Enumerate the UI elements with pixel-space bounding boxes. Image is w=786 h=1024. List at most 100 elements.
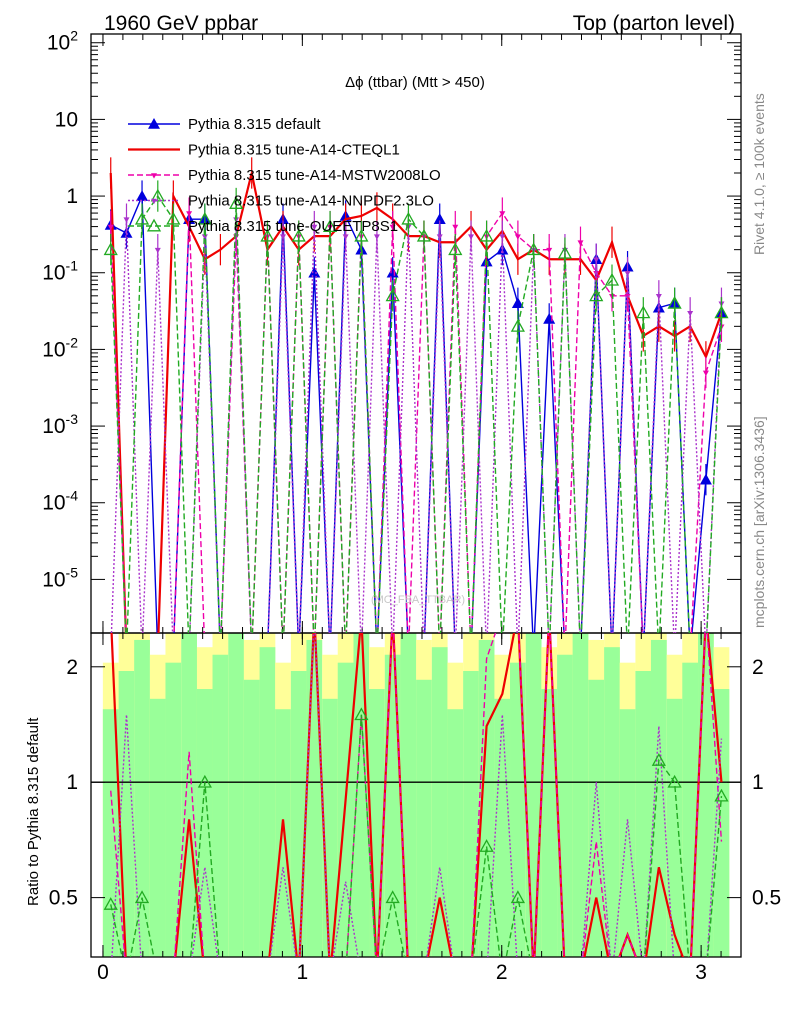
data-marker xyxy=(604,272,620,286)
data-marker xyxy=(280,234,287,240)
data-marker xyxy=(416,228,432,242)
ratio-series-group xyxy=(103,633,729,972)
data-marker xyxy=(342,234,349,240)
band-stat xyxy=(384,654,401,957)
data-marker xyxy=(354,707,369,721)
band-stat xyxy=(713,689,730,957)
data-marker xyxy=(714,788,729,802)
main-series-group xyxy=(103,157,729,633)
data-marker xyxy=(687,311,694,317)
band-stat xyxy=(619,709,636,957)
data-marker xyxy=(197,211,212,225)
band-stat xyxy=(604,647,620,957)
ratio-y-tick-label: 0.5 xyxy=(49,887,78,910)
band-stat xyxy=(400,633,417,957)
ratio-series-3 xyxy=(103,707,729,972)
data-marker xyxy=(186,211,193,217)
legend: Pythia 8.315 default Pythia 8.315 tune-A1… xyxy=(128,116,441,235)
band-stat xyxy=(494,698,511,957)
data-marker xyxy=(201,234,208,240)
y-tick-label: 10-2 xyxy=(42,334,78,361)
band-stat xyxy=(416,679,432,957)
ratio-series-line xyxy=(110,633,723,957)
series-line xyxy=(110,219,723,633)
data-marker xyxy=(107,224,114,231)
band-stat xyxy=(510,662,526,957)
band-stat xyxy=(447,709,464,957)
data-marker xyxy=(511,297,524,309)
data-marker xyxy=(636,305,651,319)
band-stat xyxy=(243,679,260,957)
plot-title: Δϕ (ttbar) (Mtt > 450) xyxy=(345,74,485,91)
data-marker xyxy=(385,890,400,904)
band-stat xyxy=(228,633,245,957)
band-stat xyxy=(588,679,605,957)
band-stat xyxy=(557,654,573,957)
x-tick-label: 0 xyxy=(97,961,109,984)
data-marker xyxy=(557,245,573,259)
y-tick-label: 10-4 xyxy=(42,488,78,515)
data-marker xyxy=(197,774,212,788)
data-marker xyxy=(667,774,682,788)
data-marker xyxy=(590,961,602,972)
band-stat xyxy=(369,689,385,957)
legend-label: Pythia 8.315 tune-QUEETP8S1 xyxy=(188,218,398,235)
legend-label: Pythia 8.315 tune-A14-CTEQL1 xyxy=(188,142,400,159)
data-marker xyxy=(260,228,275,242)
data-marker xyxy=(151,173,157,179)
side-label-mcplots: mcplots.cern.ch [arXiv:1306.3436] xyxy=(751,416,767,628)
data-marker xyxy=(148,118,160,129)
data-marker xyxy=(577,240,584,246)
data-marker xyxy=(385,288,400,302)
data-marker xyxy=(655,294,662,300)
y-tick-label: 10-1 xyxy=(42,258,78,285)
x-tick-label: 1 xyxy=(297,961,309,984)
data-marker xyxy=(151,198,157,205)
data-marker xyxy=(510,890,525,904)
series-2 xyxy=(107,197,725,633)
data-marker xyxy=(134,211,150,225)
ratio-plot-frame: 0 1 2 3 0.5 0.5 1 1 2 2 xyxy=(49,632,781,984)
data-marker xyxy=(499,234,506,240)
header-right: Top (parton level) xyxy=(573,12,735,35)
data-marker xyxy=(448,242,463,256)
data-marker xyxy=(146,218,162,232)
data-marker xyxy=(436,234,443,240)
ratio-series-line xyxy=(110,714,723,957)
band-stat xyxy=(525,633,542,957)
y-tick-label: 1 xyxy=(66,185,78,208)
x-tick-label: 3 xyxy=(695,961,707,984)
data-marker xyxy=(702,370,709,377)
data-marker xyxy=(714,305,729,319)
side-label-rivet: Rivet 4.1.0, ≥ 100k events xyxy=(751,93,767,255)
y-tick-label: 102 xyxy=(47,28,78,55)
legend-label: Pythia 8.315 default xyxy=(188,116,321,133)
data-marker xyxy=(593,257,600,263)
band-stat xyxy=(212,654,229,957)
band-stat xyxy=(572,633,589,957)
band-stat xyxy=(134,639,150,957)
data-marker xyxy=(103,242,118,256)
data-marker xyxy=(510,318,525,332)
data-marker xyxy=(499,211,506,217)
band-stat xyxy=(306,639,323,957)
legend-label: Pythia 8.315 tune-A14-MSTW2008LO xyxy=(188,167,441,184)
series-line xyxy=(110,195,723,633)
data-marker xyxy=(589,288,604,302)
data-marker xyxy=(699,473,712,485)
band-stat xyxy=(463,671,479,957)
y-tick-label: 10 xyxy=(55,108,78,131)
header-left: 1960 GeV ppbar xyxy=(104,12,258,35)
ratio-axes-box xyxy=(90,632,742,958)
data-marker xyxy=(354,228,369,242)
data-marker xyxy=(389,224,396,231)
data-marker xyxy=(134,890,150,904)
series-4 xyxy=(103,180,729,633)
band-stat xyxy=(102,709,119,957)
data-marker xyxy=(543,312,556,324)
data-marker xyxy=(479,228,494,242)
ratio-y-tick-label: 2 xyxy=(66,656,78,679)
band-stat xyxy=(275,709,291,957)
band-stat xyxy=(635,671,652,957)
